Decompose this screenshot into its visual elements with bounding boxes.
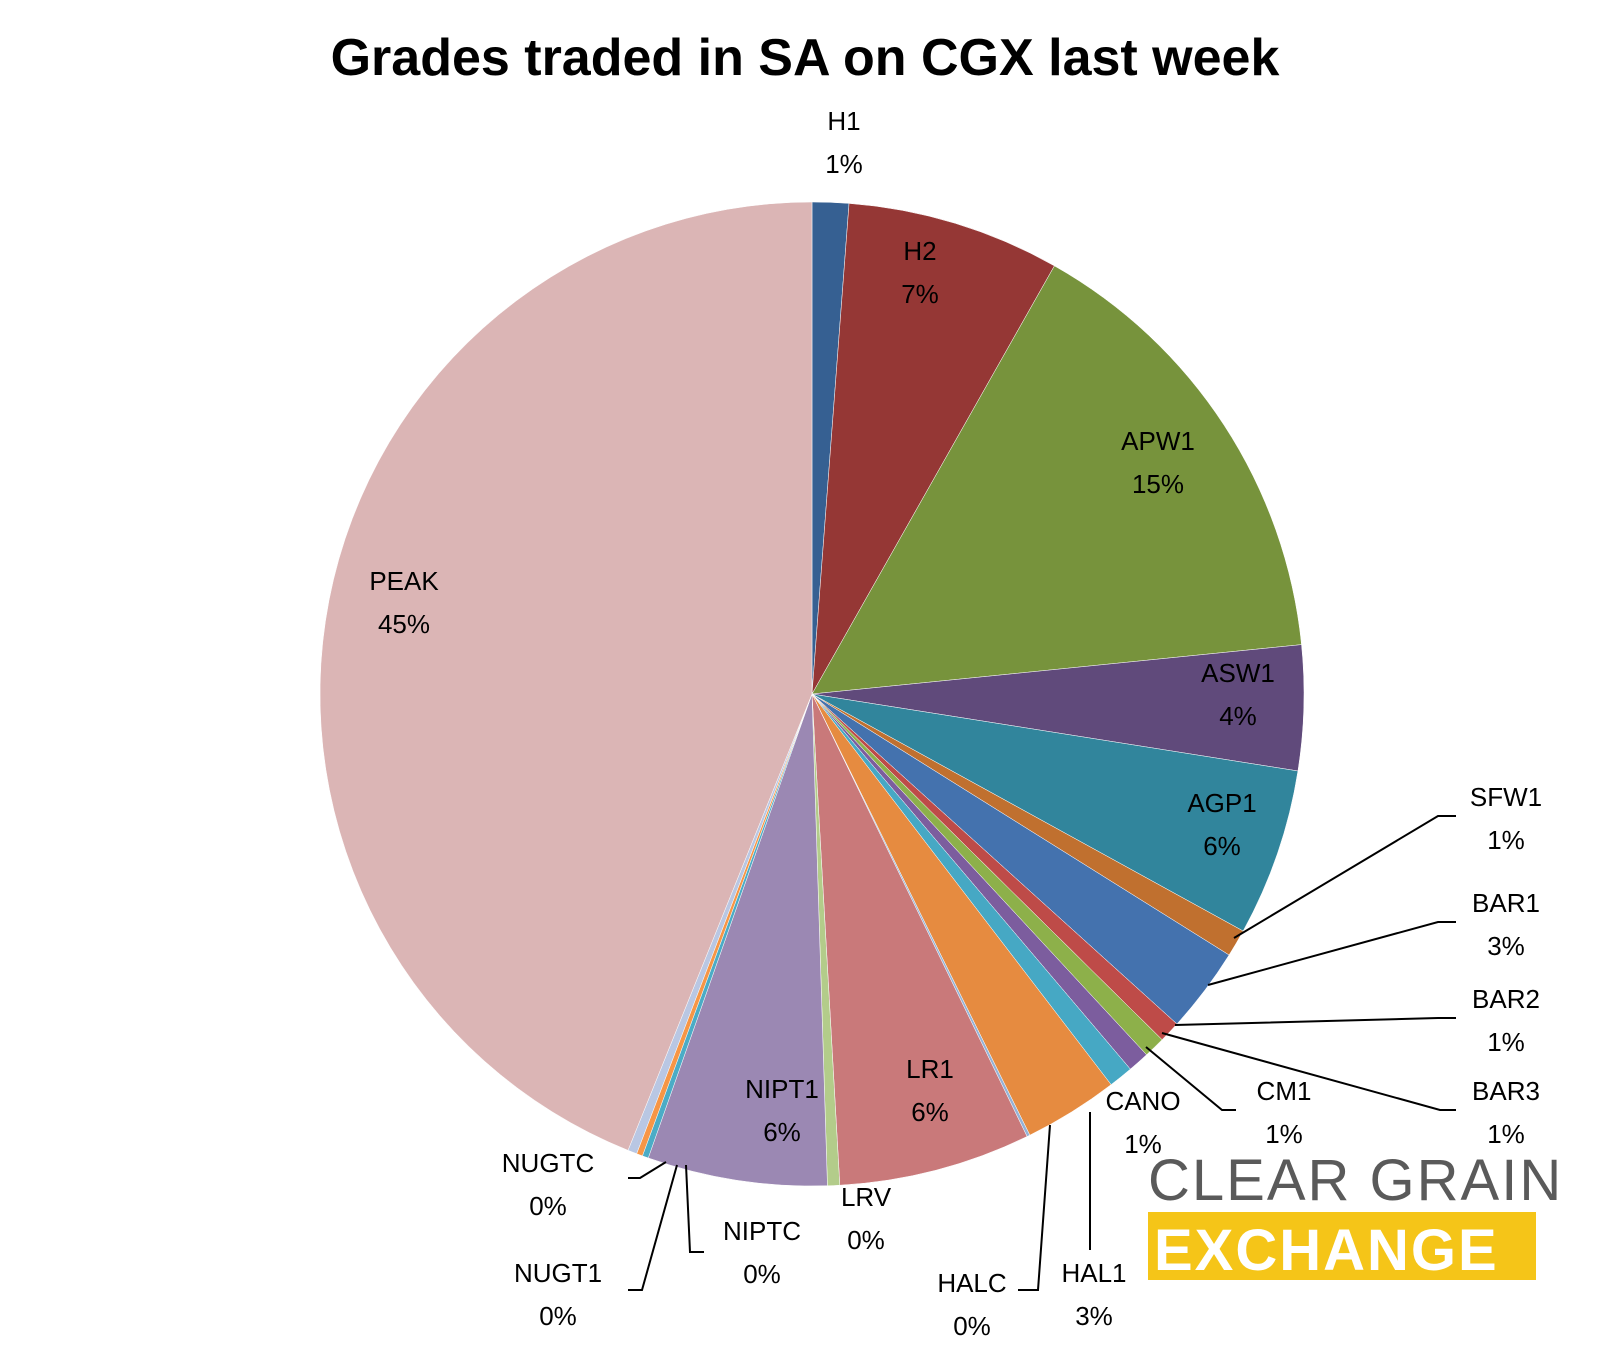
data-label-name-h2: H2	[903, 236, 936, 266]
leader-line-halc	[1018, 1124, 1051, 1291]
data-label-pct-cm1: 1%	[1265, 1119, 1303, 1149]
data-label-name-cm1: CM1	[1257, 1076, 1312, 1106]
data-label-name-bar2: BAR2	[1472, 984, 1540, 1014]
pie-slice-apw1	[811, 265, 1302, 695]
data-label-name-bar3: BAR3	[1472, 1076, 1540, 1106]
data-label-name-bar1: BAR1	[1472, 888, 1540, 918]
data-label-name-niptc: NIPTC	[723, 1216, 801, 1246]
data-label-pct-asw1: 4%	[1219, 701, 1257, 731]
data-label-pct-halc: 0%	[953, 1311, 991, 1341]
data-label-name-peak: PEAK	[369, 566, 439, 596]
leader-line-bar3	[1161, 1032, 1456, 1111]
data-label-pct-peak: 45%	[378, 609, 430, 639]
data-label-name-nugtc: NUGTC	[502, 1148, 594, 1178]
data-label-pct-h2: 7%	[901, 279, 939, 309]
data-label-name-hal1: HAL1	[1061, 1258, 1126, 1288]
cgx-logo: CLEAR GRAIN EXCHANGE	[1148, 1148, 1563, 1283]
data-label-name-lrv: LRV	[841, 1182, 892, 1212]
pie-slice-peak	[319, 201, 813, 1151]
logo-line2: EXCHANGE	[1154, 1218, 1499, 1283]
data-label-pct-hal1: 3%	[1075, 1301, 1113, 1331]
data-label-pct-lr1: 6%	[911, 1097, 949, 1127]
logo-line1: CLEAR GRAIN	[1148, 1148, 1563, 1213]
data-label-name-apw1: APW1	[1121, 426, 1195, 456]
data-label-pct-bar3: 1%	[1487, 1119, 1525, 1149]
data-label-pct-nugt1: 0%	[539, 1301, 577, 1331]
leader-line-cm1	[1145, 1046, 1236, 1111]
leader-line-bar2	[1174, 1017, 1456, 1026]
data-label-name-cano: CANO	[1105, 1086, 1180, 1116]
pie-slice-lr1	[811, 693, 1028, 1186]
logo-band	[1148, 1212, 1536, 1280]
data-label-name-agp1: AGP1	[1187, 788, 1256, 818]
leader-line-nugtc	[628, 1161, 667, 1179]
data-label-pct-bar1: 3%	[1487, 931, 1525, 961]
leader-line-bar1	[1207, 921, 1456, 986]
data-label-name-nugt1: NUGT1	[514, 1258, 602, 1288]
data-label-pct-apw1: 15%	[1132, 469, 1184, 499]
pie-slice-h2	[811, 203, 1055, 695]
leader-line-nugt1	[628, 1164, 678, 1291]
data-label-pct-cano: 1%	[1124, 1129, 1162, 1159]
data-label-pct-lrv: 0%	[847, 1225, 885, 1255]
data-labels: H1 1% H2 7% APW1 15% ASW1 4% AGP1 6% SFW1 1% BAR1 3% B…	[369, 106, 1542, 1341]
leader-line-sfw1	[1233, 815, 1456, 939]
data-label-name-asw1: ASW1	[1201, 658, 1275, 688]
chart-title: Grades traded in SA on CGX last week	[331, 29, 1280, 87]
data-label-pct-niptc: 0%	[743, 1259, 781, 1289]
pie-slice-nipt1	[647, 693, 828, 1187]
leader-lines	[628, 815, 1456, 1291]
data-label-pct-bar2: 1%	[1487, 1027, 1525, 1057]
data-label-pct-nugtc: 0%	[529, 1191, 567, 1221]
data-label-name-h1: H1	[827, 106, 860, 136]
data-label-pct-agp1: 6%	[1203, 831, 1241, 861]
data-label-name-nipt1: NIPT1	[745, 1074, 819, 1104]
data-label-pct-h1: 1%	[825, 149, 863, 179]
leader-line-niptc	[685, 1164, 704, 1253]
pie-slice-agp1	[811, 693, 1299, 932]
data-label-name-lr1: LR1	[906, 1054, 954, 1084]
data-label-name-halc: HALC	[937, 1268, 1006, 1298]
data-label-pct-nipt1: 6%	[763, 1117, 801, 1147]
data-label-pct-sfw1: 1%	[1487, 825, 1525, 855]
data-label-name-sfw1: SFW1	[1470, 782, 1542, 812]
pie-slices	[319, 201, 1305, 1187]
